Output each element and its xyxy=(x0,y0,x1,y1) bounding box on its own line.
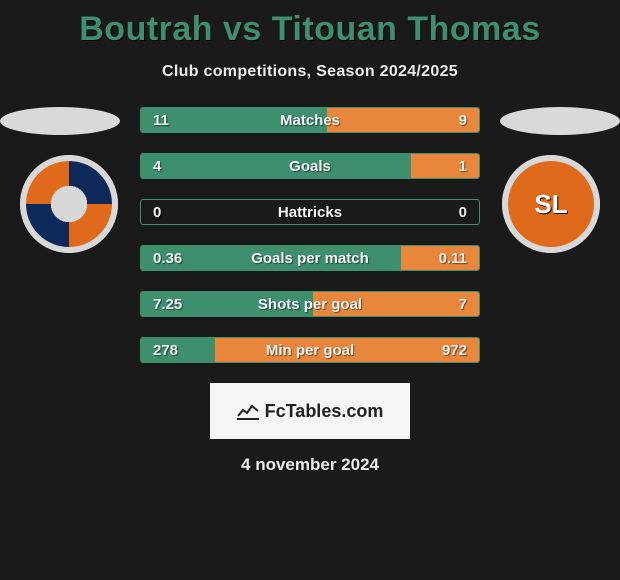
stat-label: Goals per match xyxy=(141,246,479,270)
stat-bar: 0.360.11Goals per match xyxy=(140,245,480,271)
stat-row: 278972Min per goal xyxy=(0,337,620,363)
stat-row: 7.257Shots per goal xyxy=(0,291,620,317)
stat-label: Shots per goal xyxy=(141,292,479,316)
club-badge-right: SL xyxy=(502,155,600,253)
club-badge-left-graphic xyxy=(20,155,118,253)
stat-label: Goals xyxy=(141,154,479,178)
stat-bar: 119Matches xyxy=(140,107,480,133)
stat-row: 0.360.11Goals per match xyxy=(0,245,620,271)
stat-bar: 278972Min per goal xyxy=(140,337,480,363)
stat-label: Matches xyxy=(141,108,479,132)
club-badge-left xyxy=(20,155,118,253)
comparison-table: SL 119Matches 41Goals 00Hattricks 0.360.11G… xyxy=(0,107,620,363)
club-badge-right-graphic: SL xyxy=(502,155,600,253)
stat-bar: 41Goals xyxy=(140,153,480,179)
stat-bar: 00Hattricks xyxy=(140,199,480,225)
comparison-subtitle: Club competitions, Season 2024/2025 xyxy=(0,63,620,81)
snapshot-date: 4 november 2024 xyxy=(0,455,620,475)
comparison-title: Boutrah vs Titouan Thomas xyxy=(0,0,620,49)
stat-bar: 7.257Shots per goal xyxy=(140,291,480,317)
player-right-silhouette xyxy=(500,107,620,135)
source-watermark: FcTables.com xyxy=(210,383,410,439)
player-left-silhouette xyxy=(0,107,120,135)
stat-label: Hattricks xyxy=(141,200,479,224)
chart-icon xyxy=(237,402,259,420)
stat-label: Min per goal xyxy=(141,338,479,362)
watermark-text: FcTables.com xyxy=(265,401,384,422)
